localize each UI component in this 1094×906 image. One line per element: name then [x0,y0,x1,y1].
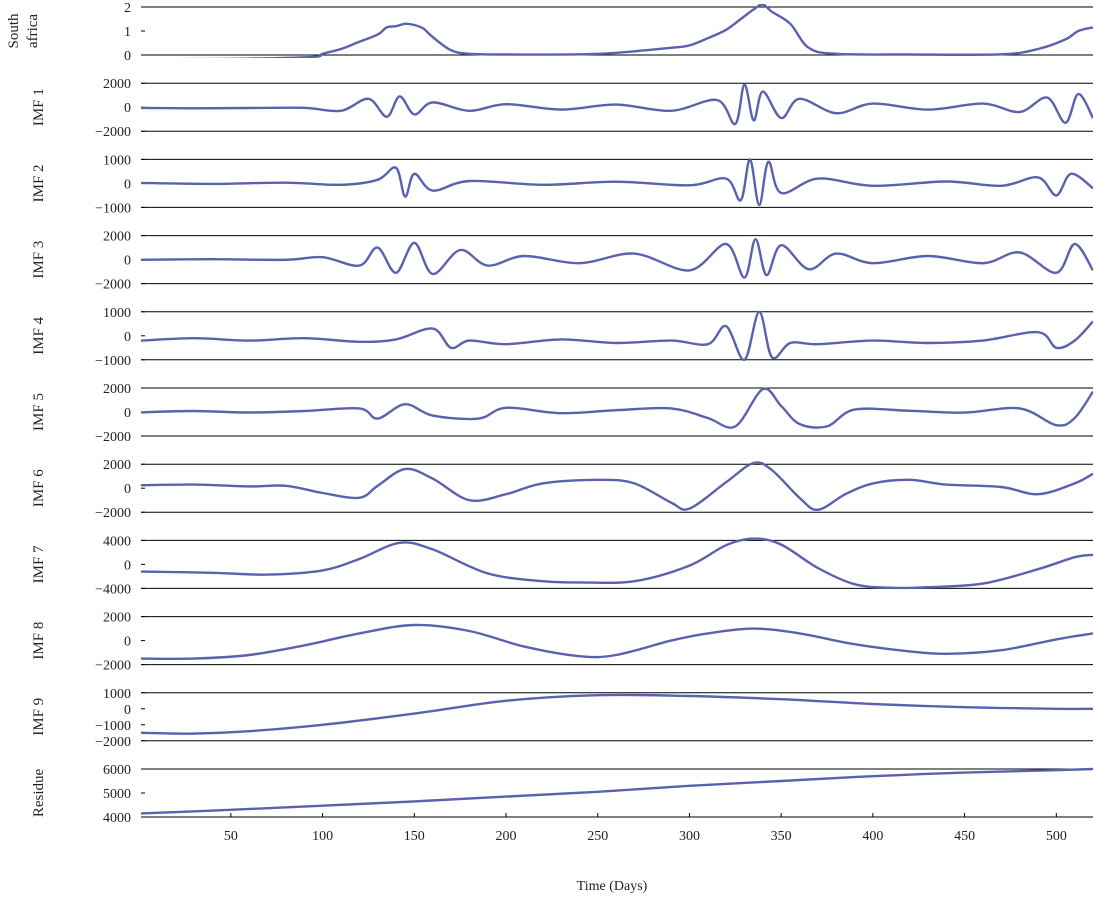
panel-0: 0 1 2 South africa [6,1,1093,64]
y-tick-label: 1000 [103,687,131,702]
series-line [141,387,1093,429]
panel-label: IMF 4 [31,316,47,354]
y-tick-label: −2000 [95,735,131,750]
panel-6: −2000 0 2000 IMF 6 [31,458,1093,521]
x-tick-label: 400 [862,829,883,844]
y-tick-label: 2000 [103,230,131,245]
panel-label: South africa [6,13,41,49]
y-tick-label: 5000 [103,787,131,802]
y-tick-label: −4000 [95,582,131,597]
y-tick-label: −2000 [95,125,131,140]
panel-2: −1000 0 1000 IMF 2 [31,153,1093,216]
panel-5: −2000 0 2000 IMF 5 [31,382,1093,445]
series-line [141,537,1093,590]
series-line [173,4,1093,58]
panel-label: Residue [31,768,47,817]
series-line [141,158,1093,207]
x-axis-label: Time (Days) [577,879,648,894]
panel-3: −2000 0 2000 IMF 3 [31,230,1093,293]
panel-8: −2000 0 2000 IMF 8 [31,611,1093,674]
panel-label: IMF 9 [31,698,47,736]
series-line [141,623,1093,661]
panel-4: −1000 0 1000 IMF 4 [31,306,1093,369]
y-tick-label: −2000 [95,430,131,445]
series-line [141,310,1093,362]
y-tick-label: 6000 [103,763,131,778]
y-tick-label: 2000 [103,77,131,92]
y-tick-label: 0 [124,330,131,345]
x-axis: 50 100 150 200 250 300 350 400 450 500 [224,813,1067,844]
panel-label: IMF 1 [31,88,47,126]
x-tick-label: 450 [954,829,975,844]
x-tick-label: 200 [496,829,517,844]
panel-7: −4000 0 4000 IMF 7 [31,534,1093,597]
series-line [141,767,1093,815]
x-tick-label: 150 [404,829,425,844]
y-tick-label: 0 [124,406,131,421]
panel-label: IMF 2 [31,164,47,202]
panel-label: IMF 6 [31,469,47,507]
y-tick-label: 0 [124,703,131,718]
x-tick-label: 250 [587,829,608,844]
panel-label: IMF 8 [31,622,47,660]
y-tick-label: 0 [124,254,131,269]
y-tick-label: 0 [124,558,131,573]
y-tick-label: 4000 [103,811,131,826]
series-line [141,237,1093,279]
series-line [141,83,1093,126]
y-tick-label: 2 [124,1,131,16]
y-tick-label: 2000 [103,382,131,397]
y-tick-label: 2000 [103,611,131,626]
y-tick-label: −1000 [95,201,131,216]
x-tick-label: 500 [1046,829,1067,844]
y-tick-label: −2000 [95,659,131,674]
y-tick-label: 0 [124,101,131,116]
series-line [141,693,1093,735]
y-tick-label: −1000 [95,354,131,369]
panel-10: 4000 5000 6000 Residue [31,763,1093,826]
series-line [141,461,1093,512]
y-tick-label: 0 [124,482,131,497]
x-tick-label: 50 [224,829,238,844]
y-tick-label: 0 [124,177,131,192]
y-tick-label: 2000 [103,458,131,473]
panel-label: IMF 7 [31,545,47,583]
y-tick-label: −2000 [95,278,131,293]
y-tick-label: 1000 [103,153,131,168]
y-tick-label: 0 [124,635,131,650]
y-tick-label: −1000 [95,719,131,734]
x-tick-label: 350 [771,829,792,844]
y-tick-label: 1000 [103,306,131,321]
x-tick-label: 100 [312,829,333,844]
y-tick-label: 1 [124,25,131,40]
panel-label: IMF 5 [31,393,47,431]
y-tick-label: −2000 [95,506,131,521]
y-tick-label: 0 [124,49,131,64]
y-tick-label: 4000 [103,534,131,549]
panel-1: −2000 0 2000 IMF 1 [31,77,1093,140]
x-tick-label: 300 [679,829,700,844]
panel-label: IMF 3 [31,241,47,279]
